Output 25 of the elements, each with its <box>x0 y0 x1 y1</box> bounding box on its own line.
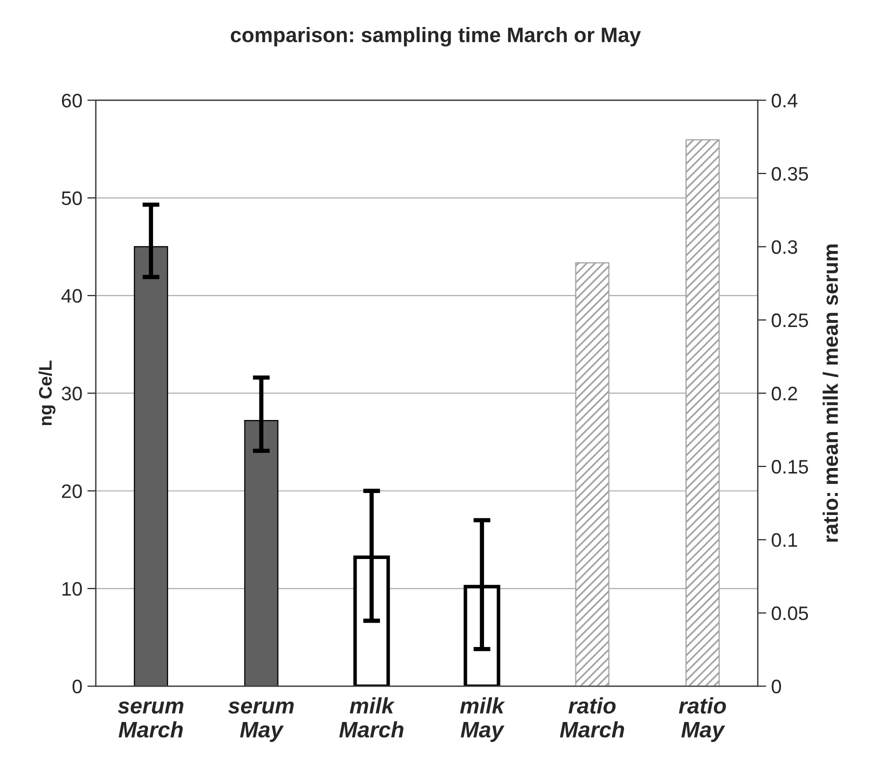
y2-tick-label: 0 <box>772 680 782 694</box>
chart-title: comparison: sampling time March or May <box>230 26 641 46</box>
y2-tick-label: 0.05 <box>772 606 808 620</box>
y2-tick-label: 0.35 <box>772 166 808 181</box>
y-axis-title: ng Ce/L <box>38 360 56 426</box>
y2-tick-label: 0.2 <box>772 386 798 400</box>
y-tick-label: 0 <box>72 680 82 694</box>
x-tick-label: serum March <box>118 701 184 738</box>
x-tick-label: milk March <box>339 697 404 738</box>
y-tick-label: 50 <box>62 191 82 206</box>
y2-tick-label: 0.4 <box>772 94 798 108</box>
x-tick-label: ratio March <box>560 697 624 738</box>
y2-tick-label: 0.25 <box>772 313 808 328</box>
y-tick-label: 30 <box>62 386 82 400</box>
x-tick-label: serum May <box>228 701 294 742</box>
y2-tick-label: 0.3 <box>772 240 798 254</box>
y2-axis-title: ratio: mean milk / mean serum <box>822 244 838 542</box>
y2-tick-label: 0.15 <box>772 460 808 474</box>
y-tick-label: 20 <box>62 484 82 498</box>
y-tick-label: 40 <box>61 289 82 303</box>
x-tick-label: milk May <box>460 697 506 742</box>
x-tick-label: ratio May <box>678 697 726 742</box>
y-tick-label: 60 <box>62 94 82 108</box>
y2-tick-label: 0.1 <box>772 533 798 547</box>
y-tick-label: 10 <box>62 582 82 596</box>
